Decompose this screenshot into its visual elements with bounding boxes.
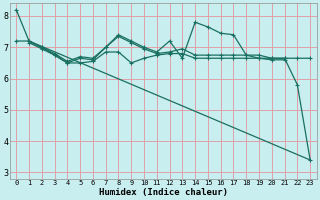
X-axis label: Humidex (Indice chaleur): Humidex (Indice chaleur): [99, 188, 228, 197]
